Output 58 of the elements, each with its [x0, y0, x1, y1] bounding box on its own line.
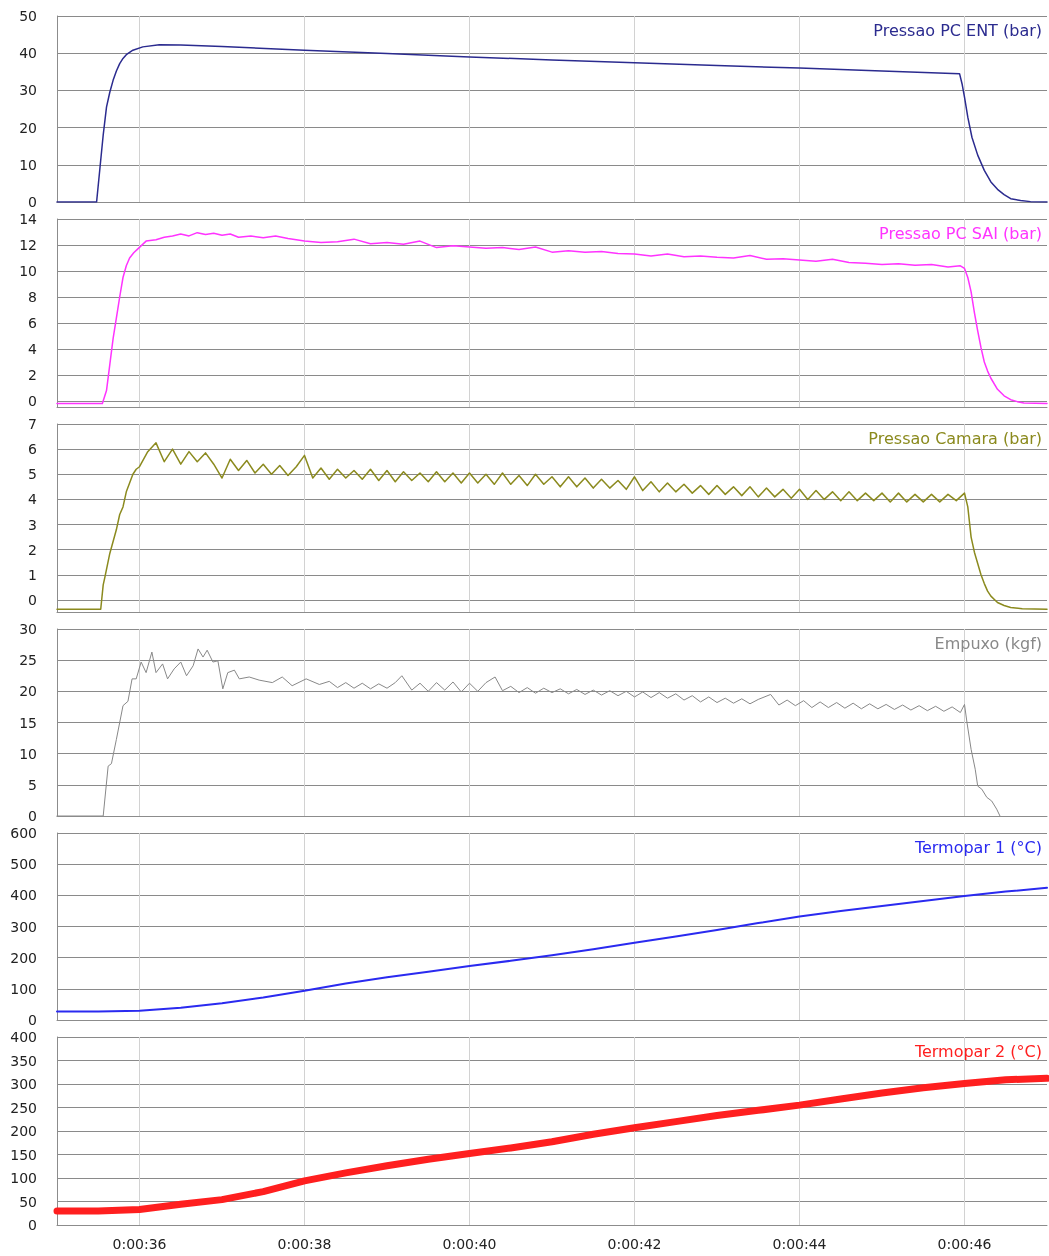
y-tick-label: 30: [19, 621, 37, 637]
series-label: Termopar 2 (°C): [913, 1041, 1043, 1061]
y-tick-label: 2: [28, 367, 37, 383]
x-tick-label: 0:00:42: [607, 1236, 662, 1252]
y-tick-label: 2: [28, 541, 37, 558]
x-tick-label: 0:00:46: [937, 1236, 992, 1252]
y-tick-label: 0: [28, 1012, 37, 1028]
y-tick-label: 20: [19, 119, 37, 136]
y-tick-label: 100: [10, 1170, 37, 1186]
text: Empuxo (kgf): [934, 633, 1043, 653]
y-tick-label: 50: [19, 1193, 37, 1210]
y-tick-label: 200: [10, 949, 37, 966]
y-tick-label: 100: [10, 980, 37, 997]
y-tick-label: 12: [19, 237, 37, 253]
y-tick-label: 30: [19, 82, 37, 99]
y-tick-label: 20: [19, 683, 37, 700]
y-tick-label: 15: [19, 714, 37, 731]
y-tick-label: 4: [28, 491, 38, 508]
y-tick-label: 0: [28, 591, 37, 608]
y-tick-label: 7: [28, 416, 37, 432]
y-tick-label: 0: [28, 194, 37, 210]
x-tick-label: 0:00:38: [277, 1236, 332, 1252]
y-tick-label: 5: [28, 776, 37, 793]
y-tick-label: 25: [19, 652, 37, 669]
line-series: [56, 886, 1048, 1013]
y-tick-label: 1: [28, 566, 37, 583]
y-tick-label: 400: [10, 887, 37, 904]
y-tick-label: 10: [19, 745, 37, 762]
series-label: Pressao PC SAI (bar): [879, 223, 1042, 243]
x-tick-label: 0:00:40: [442, 1236, 497, 1252]
y-tick-label: 0: [28, 1217, 37, 1233]
y-tick-label: 4: [28, 341, 38, 357]
y-tick-label: 0: [28, 393, 37, 409]
x-tick-label: 0:00:36: [112, 1236, 167, 1252]
y-tick-label: 40: [19, 45, 37, 62]
y-tick-label: 0: [28, 808, 37, 824]
y-tick-label: 8: [28, 289, 37, 305]
x-tick-label: 0:00:44: [772, 1236, 827, 1252]
y-tick-label: 3: [28, 516, 37, 533]
y-tick-label: 300: [10, 918, 37, 935]
text: Pressao Camara (bar): [868, 428, 1043, 448]
y-tick-label: 200: [10, 1123, 37, 1139]
y-tick-label: 350: [10, 1052, 37, 1069]
y-tick-label: 300: [10, 1076, 37, 1092]
y-tick-label: 10: [19, 263, 37, 279]
y-tick-label: 500: [10, 856, 37, 873]
y-tick-label: 6: [28, 441, 38, 458]
y-tick-label: 10: [19, 156, 37, 173]
y-tick-label: 400: [10, 1029, 37, 1045]
y-tick-label: 50: [19, 8, 37, 24]
y-tick-label: 600: [10, 825, 37, 841]
y-tick-label: 6: [28, 315, 38, 331]
series-label: Pressao PC ENT (bar): [873, 20, 1042, 40]
series-label: Termopar 1 (°C): [913, 837, 1043, 857]
y-tick-label: 150: [10, 1146, 37, 1163]
y-tick-label: 5: [28, 466, 37, 483]
y-tick-label: 14: [19, 211, 38, 227]
y-tick-label: 250: [10, 1099, 37, 1116]
